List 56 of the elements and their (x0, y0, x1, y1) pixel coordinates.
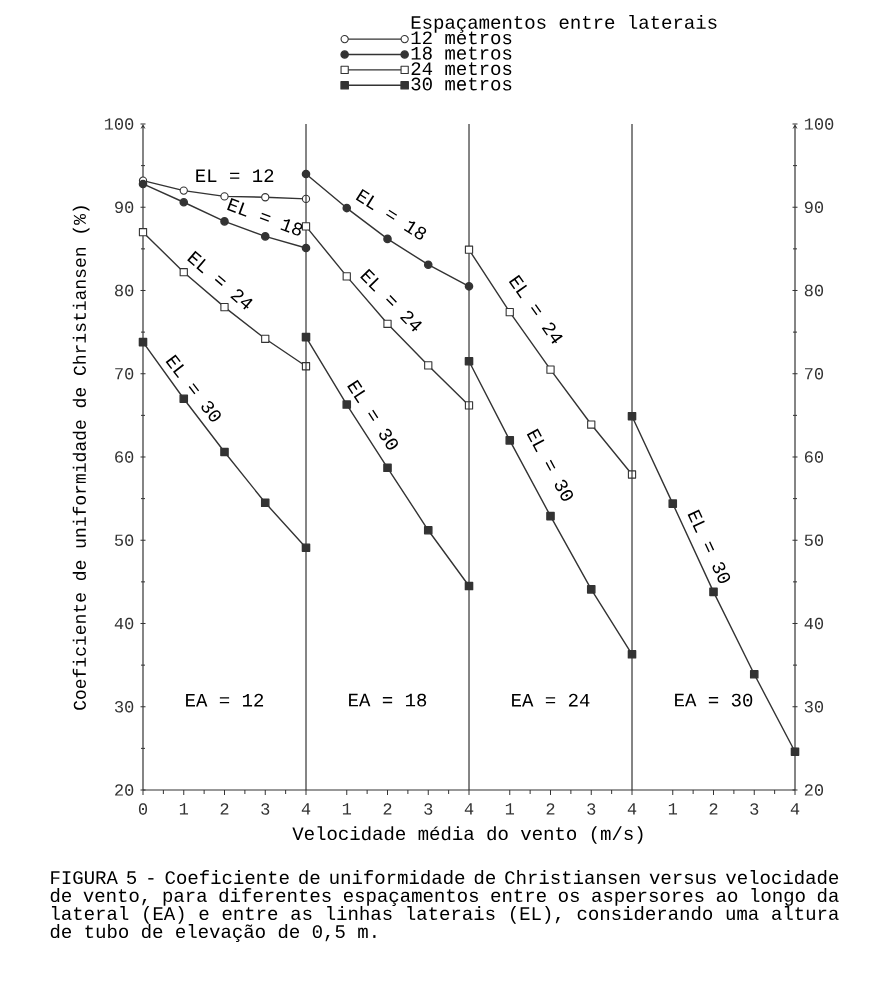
annotation: EA = 12 (186, 693, 264, 707)
x-tick-label: 2 (220, 803, 229, 815)
annotation: EL = 24 (508, 274, 563, 344)
y-tick-label: 70 (805, 367, 824, 380)
annotation: EL = 30 (347, 379, 398, 450)
x-tick-label: 4 (627, 803, 637, 815)
x-tick-label: 2 (546, 803, 555, 815)
y-tick-label: 20 (804, 784, 824, 796)
y-tick-label: 70 (115, 367, 134, 380)
x-tick-label: 2 (709, 803, 718, 815)
annotation: EA = 30 (675, 693, 753, 707)
x-axis-title: Velocidade média do vento (m/s) (292, 826, 643, 844)
y-tick-label: 100 (804, 118, 834, 130)
y-tick-label: 30 (114, 700, 134, 713)
x-tick-label: 4 (464, 803, 474, 815)
y-tick-label: 90 (115, 201, 134, 214)
y-tick-label: 60 (115, 451, 134, 463)
legend-title: Espaçamentos entre laterais (411, 14, 717, 33)
y-tick-label: 20 (115, 784, 134, 796)
y-axis-title: Coeficiente de uniformidade de Christiansen (%) (72, 206, 90, 710)
x-tick-label: 4 (790, 803, 800, 815)
annotation: EL = 18 (227, 198, 303, 236)
annotation: EL = 18 (355, 188, 427, 240)
y-tick-label: 90 (804, 201, 824, 214)
y-tick-label: 100 (104, 118, 134, 130)
x-tick-label: 4 (301, 803, 311, 815)
legend-label: 18 metros (411, 46, 512, 60)
y-tick-label: 80 (804, 284, 824, 297)
x-tick-label: 1 (505, 803, 515, 815)
legend-label: 24 metros (411, 62, 512, 76)
y-tick-label: 30 (804, 700, 824, 713)
x-tick-label: 3 (424, 803, 433, 815)
annotation: EL = 12 (196, 169, 274, 182)
x-tick-label: 2 (383, 803, 392, 815)
y-tick-label: 40 (804, 617, 824, 630)
annotation: EL = 24 (360, 268, 422, 332)
x-tick-label: 3 (587, 803, 596, 815)
x-tick-label: 0 (138, 803, 148, 815)
annotation: EA = 24 (512, 693, 590, 707)
text: FIGURA 5 - Coeficiente de uniformidade de Christiansen versus velocidade de vento, para diferentes espaçamentos entre os aspersores ao longo da lateral (EA) e entre as linhas laterais (EL), considerando uma altura de tubo de elevação de 0,5 m. (50, 870, 839, 943)
x-tick-label: 1 (179, 803, 189, 815)
x-tick-label: 3 (750, 803, 759, 815)
x-tick-label: 1 (668, 803, 678, 815)
y-tick-label: 50 (804, 534, 824, 547)
annotation: EL = 24 (187, 250, 253, 310)
legend-label: 30 metros (411, 77, 512, 91)
x-tick-label: 1 (342, 803, 352, 815)
x-tick-label: 3 (261, 803, 270, 815)
annotation: EL = 30 (526, 428, 573, 501)
annotation: EL = 30 (687, 509, 731, 584)
y-tick-label: 60 (804, 451, 824, 463)
annotation: EA = 18 (349, 693, 427, 707)
y-tick-label: 40 (114, 617, 134, 630)
y-tick-label: 50 (114, 534, 134, 547)
annotation: EL = 30 (165, 354, 221, 422)
y-tick-label: 80 (115, 284, 134, 297)
